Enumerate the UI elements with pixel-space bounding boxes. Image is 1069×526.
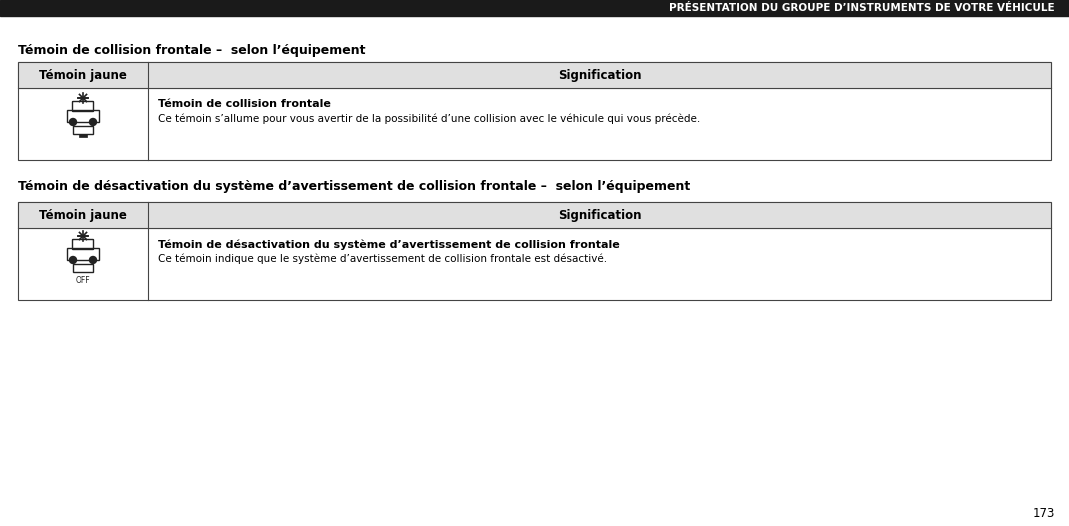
Bar	[18, 202, 1051, 228]
Text: Ce témoin s’allume pour vous avertir de la possibilité d’une collision avec le v: Ce témoin s’allume pour vous avertir de …	[158, 114, 700, 125]
Bar	[67, 248, 99, 260]
Text: Témoin de collision frontale: Témoin de collision frontale	[158, 99, 331, 109]
Bar	[73, 126, 93, 134]
Bar	[73, 264, 93, 272]
Text: Témoin de désactivation du système d’avertissement de collision frontale –  selo: Témoin de désactivation du système d’ave…	[18, 180, 691, 193]
Bar	[18, 62, 1051, 88]
Circle shape	[69, 257, 77, 264]
Text: Témoin de collision frontale –  selon l’équipement: Témoin de collision frontale – selon l’é…	[18, 44, 366, 57]
Circle shape	[90, 118, 96, 126]
Text: Signification: Signification	[558, 68, 641, 82]
Bar	[79, 134, 87, 137]
Text: Témoin jaune: Témoin jaune	[40, 68, 127, 82]
Bar	[18, 62, 1051, 160]
Bar	[67, 110, 99, 122]
Bar	[18, 202, 1051, 300]
Text: OFF: OFF	[76, 276, 90, 285]
Circle shape	[90, 257, 96, 264]
Text: Ce témoin indique que le système d’avertissement de collision frontale est désac: Ce témoin indique que le système d’avert…	[158, 254, 607, 265]
Circle shape	[69, 118, 77, 126]
Text: Témoin de désactivation du système d’avertissement de collision frontale: Témoin de désactivation du système d’ave…	[158, 239, 620, 249]
Text: Témoin jaune: Témoin jaune	[40, 208, 127, 221]
Text: Signification: Signification	[558, 208, 641, 221]
Text: 173: 173	[1033, 507, 1055, 520]
Text: PRÉSENTATION DU GROUPE D’INSTRUMENTS DE VOTRE VÉHICULE: PRÉSENTATION DU GROUPE D’INSTRUMENTS DE …	[669, 3, 1055, 13]
Bar	[0, 0, 1069, 16]
